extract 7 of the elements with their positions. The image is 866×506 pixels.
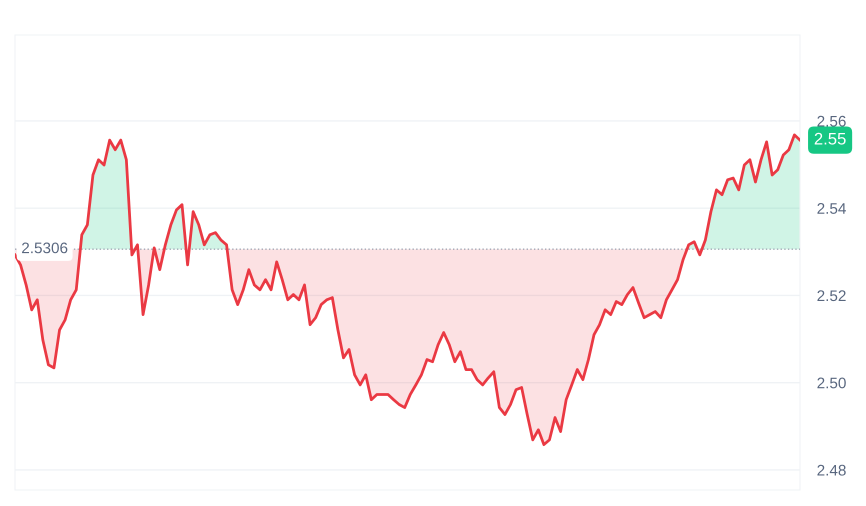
y-tick-label: 2.54 <box>817 203 846 214</box>
text: 2.55 <box>814 132 846 145</box>
y-tick-label: 2.50 <box>817 378 846 388</box>
ref-line-label: 2.5306 <box>22 242 68 254</box>
y-tick-label: 2.52 <box>817 290 846 302</box>
y-tick-label: 2.56 <box>817 116 846 127</box>
y-tick-label: 2.48 <box>817 464 846 476</box>
